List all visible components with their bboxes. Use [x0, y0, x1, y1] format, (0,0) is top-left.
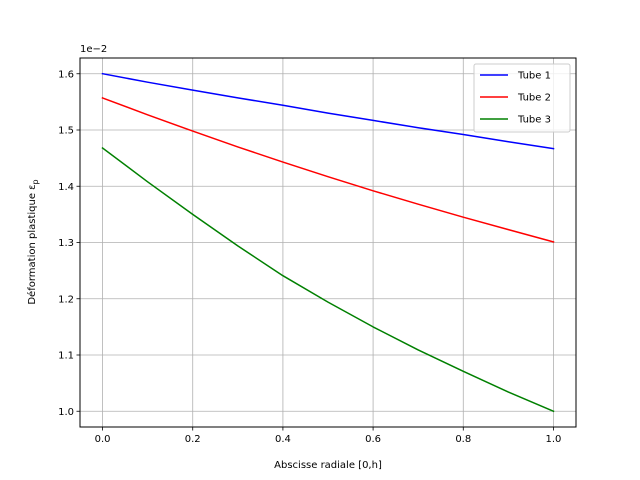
series-line-tube-2	[101, 96, 555, 243]
y-tick-label: 1.6	[58, 69, 74, 80]
legend: Tube 1 Tube 2 Tube 3	[473, 63, 571, 133]
x-tick-label: 0.0	[95, 434, 111, 445]
legend-label-tube-1: Tube 1	[517, 71, 551, 82]
legend-label-tube-3: Tube 3	[517, 115, 551, 126]
x-tick-label: 0.6	[365, 434, 381, 445]
x-tick-label: 0.8	[455, 434, 471, 445]
y-tick-label: 1.5	[58, 126, 74, 137]
x-tick-label: 0.2	[185, 434, 201, 445]
legend-box	[473, 63, 571, 133]
x-tick-label: 0.4	[275, 434, 291, 445]
y-tick-label: 1.4	[58, 182, 74, 193]
x-axis-title: Abscisse radiale [0,h]	[274, 460, 382, 471]
series-line-tube-1	[101, 72, 555, 150]
series-line-tube-3	[101, 146, 555, 413]
y-axis-title: Déformation plastique εp	[26, 179, 40, 304]
y-axis: 1.0 1.1 1.2 1.3 1.4 1.5 1.6	[58, 69, 80, 418]
x-axis: 0.0 0.2 0.4 0.6 0.8 1.0	[95, 427, 562, 445]
x-tick-label: 1.0	[546, 434, 562, 445]
series-layer	[101, 72, 555, 413]
y-axis-title-subscript: p	[31, 179, 40, 184]
y-axis-title-main: Déformation plastique ε	[26, 184, 38, 304]
legend-label-tube-2: Tube 2	[517, 93, 551, 104]
y-tick-label: 1.1	[58, 351, 74, 362]
y-tick-label: 1.2	[58, 294, 74, 305]
y-offset-label: 1e−2	[80, 44, 107, 55]
y-tick-label: 1.3	[58, 238, 74, 249]
y-tick-label: 1.0	[58, 407, 74, 418]
